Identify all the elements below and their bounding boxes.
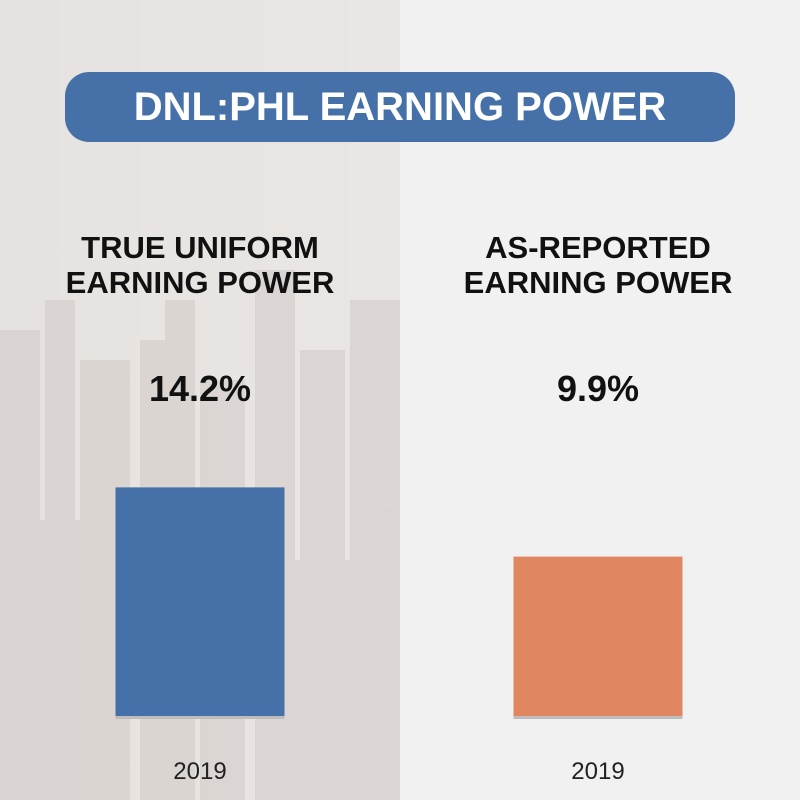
value-label: 14.2% bbox=[148, 368, 252, 409]
x-tick-label: 2019 bbox=[571, 758, 625, 785]
chart-title: AS-REPORTED EARNING POWER bbox=[463, 230, 733, 300]
bar-shadow bbox=[513, 716, 683, 719]
value-label: 9.9% bbox=[556, 368, 640, 409]
bar-shadow bbox=[115, 716, 285, 719]
bar bbox=[513, 556, 683, 716]
main-title: DNL:PHL EARNING POWER bbox=[65, 72, 735, 142]
x-tick-label: 2019 bbox=[173, 758, 227, 785]
bar bbox=[115, 487, 285, 716]
chart-title: TRUE UNIFORM EARNING POWER bbox=[65, 230, 335, 300]
